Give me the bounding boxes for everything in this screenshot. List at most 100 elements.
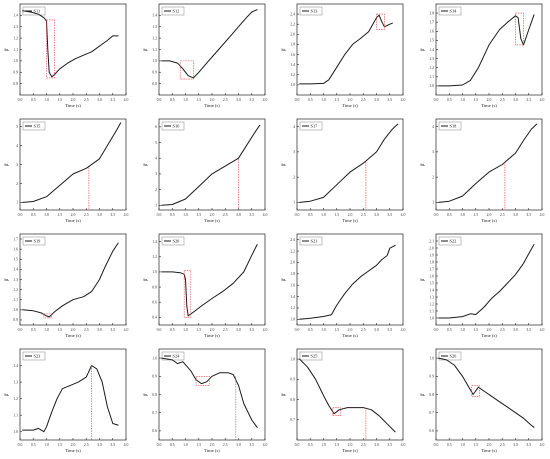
x-axis-label: Time (s) xyxy=(481,218,497,223)
chart-panel-s11: 0.0 0.5 1.0 1.5 2.0 2.5 3.0 3.5 4.0 0.8 0.9 1.0 1.1 1… xyxy=(5,3,129,108)
highlight-box xyxy=(515,12,524,46)
y-tick-label: 1.4 xyxy=(13,268,18,272)
x-tick-label: 3.5 xyxy=(249,328,254,332)
y-tick-label: 1.4 xyxy=(13,14,18,18)
legend-box xyxy=(438,121,462,131)
plot-frame xyxy=(435,3,543,96)
y-tick-label: 1.4 xyxy=(13,364,18,368)
y-tick-label: 1.1 xyxy=(152,48,157,52)
x-tick-label: 3.0 xyxy=(374,213,379,217)
x-tick-label: 2.0 xyxy=(348,443,353,447)
legend-box xyxy=(161,236,185,246)
y-tick-label: 1.0 xyxy=(152,270,157,274)
chart-panel-s20: 0.0 0.5 1.0 1.5 2.0 2.5 3.0 3.5 4.0 0.4 0.6 0.8 1.0 1… xyxy=(144,233,267,338)
x-tick-label: 4.0 xyxy=(124,328,129,332)
series-line xyxy=(161,9,258,79)
y-tick-label: 1.2 xyxy=(13,397,18,401)
y-axis-label: β' xyxy=(5,48,10,52)
y-tick-label: 2.2 xyxy=(290,23,295,27)
y-tick-label: 1 xyxy=(155,204,157,208)
x-tick-label: 3.5 xyxy=(526,98,531,102)
x-tick-label: 0.5 xyxy=(308,98,313,102)
y-tick-label: 3 xyxy=(16,163,18,167)
x-tick-label: 2.5 xyxy=(84,98,89,102)
y-tick-label: 2.0 xyxy=(290,33,295,37)
x-axis-label: Time (s) xyxy=(65,103,81,108)
x-tick-label: 2.5 xyxy=(361,328,366,332)
x-tick-label: 1.0 xyxy=(183,443,188,447)
y-tick-label: 1.1 xyxy=(13,48,18,52)
y-axis-label: β' xyxy=(5,393,10,397)
x-tick-label: 3.0 xyxy=(374,443,379,447)
legend-label: S17 xyxy=(311,124,319,129)
x-tick-label: 2.0 xyxy=(71,213,76,217)
x-tick-label: 0.5 xyxy=(31,443,36,447)
legend: S26 xyxy=(438,351,462,361)
legend-box xyxy=(299,121,323,131)
y-axis-label: β' xyxy=(144,393,149,397)
legend: S15 xyxy=(22,121,46,131)
x-tick-label: 2.5 xyxy=(500,443,505,447)
y-axis-label: β' xyxy=(144,163,149,167)
x-tick-label: 4.0 xyxy=(401,213,406,217)
series-line xyxy=(299,14,393,85)
y-axis-label: β' xyxy=(282,163,287,167)
y-tick-label: 1.3 xyxy=(429,57,434,61)
y-tick-label: 5 xyxy=(16,125,18,129)
y-tick-label: 1.9 xyxy=(429,253,434,257)
legend-box xyxy=(22,121,46,131)
legend: S16 xyxy=(161,121,185,131)
y-tick-label: 0.6 xyxy=(152,301,157,305)
y-tick-label: 0.9 xyxy=(13,71,18,75)
y-tick-label: 0.8 xyxy=(290,398,295,402)
y-tick-label: 4 xyxy=(432,125,434,129)
y-tick-label: 1.8 xyxy=(429,260,434,264)
y-tick-label: 1.6 xyxy=(13,247,18,251)
y-tick-label: 6 xyxy=(155,125,157,129)
x-tick-label: 3.5 xyxy=(387,98,392,102)
x-tick-label: 3.5 xyxy=(249,213,254,217)
chart-panel-s15: 0.0 0.5 1.0 1.5 2.0 2.5 3.0 3.5 4.0 1 2 3 4 5 Time (s)… xyxy=(5,118,128,223)
x-tick-label: 1.5 xyxy=(334,98,339,102)
chart-panel-s17: 0.0 0.5 1.0 1.5 2.0 2.5 3.0 3.5 4.0 1 2 3 4 Time (s) β… xyxy=(282,118,406,223)
x-tick-label: 1.0 xyxy=(460,443,465,447)
x-tick-label: 3.5 xyxy=(110,328,115,332)
y-tick-label: 2 xyxy=(432,175,434,179)
chart-panel-s21: 0.0 0.5 1.0 1.5 2.0 2.5 3.0 3.5 4.0 1.0 1.2 1.4 1.6 1… xyxy=(282,233,405,338)
plot-frame xyxy=(158,348,266,441)
highlight-box xyxy=(471,385,481,397)
y-tick-label: 0.4 xyxy=(152,316,157,320)
x-tick-label: 0.5 xyxy=(447,98,452,102)
x-tick-label: 2.5 xyxy=(361,98,366,102)
x-tick-label: 3.5 xyxy=(526,328,531,332)
y-tick-label: 1.4 xyxy=(152,240,157,244)
plot-frame xyxy=(19,3,127,96)
x-tick-label: 0.0 xyxy=(295,98,300,102)
x-axis-label: Time (s) xyxy=(342,218,358,223)
x-axis-label: Time (s) xyxy=(481,333,497,338)
x-tick-label: 1.5 xyxy=(473,98,478,102)
y-tick-label: 1.4 xyxy=(429,48,434,52)
y-tick-label: 1 xyxy=(293,201,295,205)
x-tick-label: 1.5 xyxy=(57,98,62,102)
x-tick-label: 0.5 xyxy=(308,328,313,332)
legend: S18 xyxy=(438,121,462,131)
y-tick-label: 1.5 xyxy=(429,281,434,285)
y-tick-label: 2.0 xyxy=(429,246,434,250)
x-tick-label: 4.0 xyxy=(124,98,129,102)
x-tick-label: 0.0 xyxy=(434,98,439,102)
x-tick-label: 4.0 xyxy=(540,443,545,447)
series-line xyxy=(161,244,258,317)
x-tick-label: 2.5 xyxy=(223,213,228,217)
y-tick-label: 4 xyxy=(293,125,295,129)
x-tick-label: 4.0 xyxy=(401,443,406,447)
x-tick-label: 1.0 xyxy=(321,443,326,447)
y-tick-label: 3 xyxy=(293,150,295,154)
y-tick-label: 0.8 xyxy=(429,393,434,397)
x-tick-label: 1.0 xyxy=(460,213,465,217)
y-tick-label: 1.3 xyxy=(429,295,434,299)
x-tick-label: 2.0 xyxy=(348,98,353,102)
x-tick-label: 0.5 xyxy=(170,98,175,102)
legend-label: S22 xyxy=(450,239,457,244)
x-tick-label: 0.5 xyxy=(31,328,36,332)
